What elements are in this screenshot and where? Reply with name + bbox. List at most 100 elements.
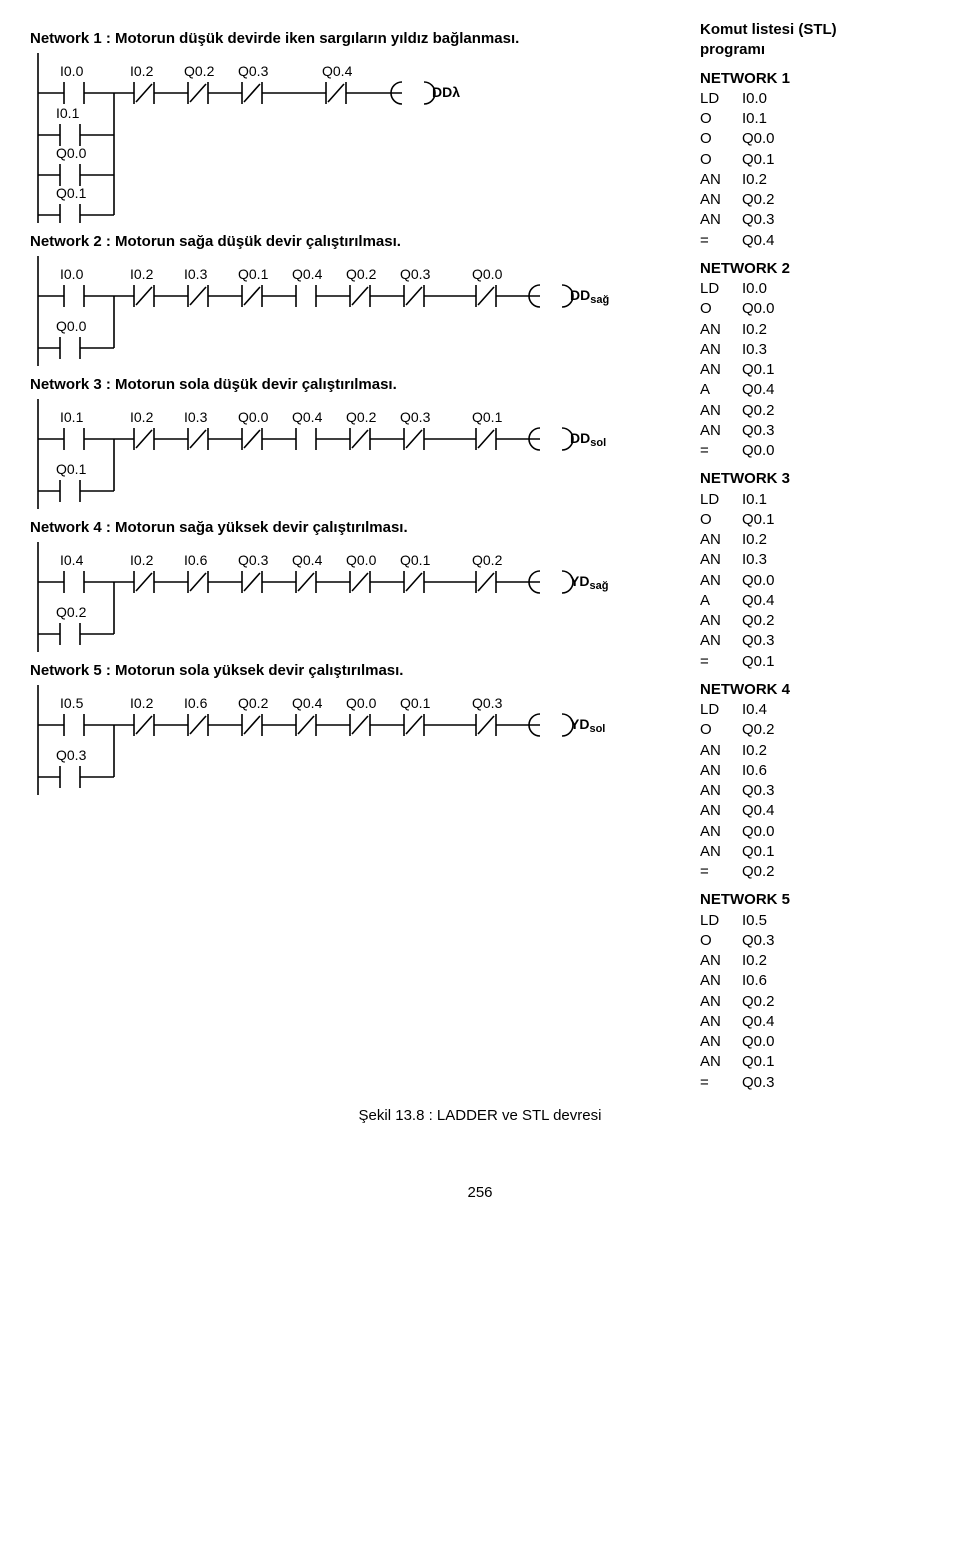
stl-arg: Q0.3 [742,931,775,951]
svg-text:Q0.0: Q0.0 [238,409,269,425]
stl-row: ANI0.2 [700,170,880,190]
svg-text:Q0.1: Q0.1 [472,409,503,425]
stl-arg: Q0.2 [742,190,775,210]
ladder-diagram: I0.0I0.2Q0.2Q0.3Q0.4DDλI0.1Q0.0Q0.1 [30,53,610,223]
stl-row: ANI0.3 [700,340,880,360]
figure-caption: Şekil 13.8 : LADDER ve STL devresi [30,1107,930,1124]
stl-row: ANQ0.3 [700,781,880,801]
stl-op: AN [700,401,742,421]
stl-row: LDI0.5 [700,911,880,931]
stl-row: OQ0.1 [700,150,880,170]
stl-arg: I0.2 [742,170,767,190]
stl-op: LD [700,700,742,720]
stl-op: AN [700,781,742,801]
svg-text:Q0.0: Q0.0 [472,266,503,282]
stl-op: = [700,1073,742,1093]
stl-op: AN [700,741,742,761]
svg-text:DDsol: DDsol [570,430,606,449]
svg-text:I0.1: I0.1 [60,409,84,425]
stl-op: AN [700,1052,742,1072]
svg-text:YDsol: YDsol [570,716,605,735]
stl-arg: Q0.1 [742,510,775,530]
stl-row: ANI0.2 [700,741,880,761]
svg-text:I0.5: I0.5 [60,695,84,711]
stl-op: AN [700,190,742,210]
stl-row: ANQ0.0 [700,822,880,842]
stl-op: AN [700,550,742,570]
stl-op: AN [700,210,742,230]
svg-text:I0.6: I0.6 [184,552,208,568]
stl-arg: Q0.3 [742,421,775,441]
stl-arg: I0.2 [742,320,767,340]
stl-arg: Q0.2 [742,611,775,631]
svg-text:Q0.0: Q0.0 [56,318,87,334]
stl-row: ANQ0.2 [700,401,880,421]
stl-row: AQ0.4 [700,380,880,400]
svg-text:Q0.2: Q0.2 [238,695,269,711]
stl-row: LDI0.1 [700,490,880,510]
stl-row: ANI0.6 [700,971,880,991]
stl-op: = [700,231,742,251]
stl-arg: Q0.4 [742,380,775,400]
stl-arg: Q0.2 [742,401,775,421]
stl-op: AN [700,971,742,991]
stl-arg: Q0.1 [742,360,775,380]
svg-text:Q0.1: Q0.1 [238,266,269,282]
stl-row: ANQ0.0 [700,1032,880,1052]
stl-op: O [700,720,742,740]
stl-arg: Q0.0 [742,299,775,319]
stl-network-title: NETWORK 2 [700,259,880,279]
stl-arg: Q0.3 [742,210,775,230]
stl-row: ANQ0.3 [700,631,880,651]
svg-text:Q0.3: Q0.3 [238,63,269,79]
stl-row: LDI0.4 [700,700,880,720]
stl-op: AN [700,842,742,862]
svg-text:Q0.4: Q0.4 [292,266,323,282]
svg-text:Q0.4: Q0.4 [292,552,323,568]
stl-row: ANQ0.2 [700,992,880,1012]
ladder-column: Network 1 : Motorun düşük devirde iken s… [30,20,630,1093]
svg-text:I0.1: I0.1 [56,105,80,121]
stl-arg: Q0.3 [742,781,775,801]
stl-column: Komut listesi (STL) programıNETWORK 1LDI… [700,20,880,1093]
svg-text:I0.0: I0.0 [60,63,84,79]
svg-text:I0.3: I0.3 [184,266,208,282]
stl-op: AN [700,1032,742,1052]
stl-row: ANI0.6 [700,761,880,781]
svg-text:Q0.2: Q0.2 [56,604,87,620]
stl-row: =Q0.2 [700,862,880,882]
stl-row: ANQ0.4 [700,801,880,821]
network-title: Network 4 : Motorun sağa yüksek devir ça… [30,519,630,536]
stl-arg: I0.5 [742,911,767,931]
svg-text:I0.3: I0.3 [184,409,208,425]
stl-row: ANQ0.1 [700,1052,880,1072]
stl-arg: Q0.4 [742,231,775,251]
stl-op: AN [700,951,742,971]
stl-op: AN [700,360,742,380]
stl-arg: Q0.4 [742,801,775,821]
stl-op: AN [700,170,742,190]
stl-network-title: NETWORK 3 [700,469,880,489]
svg-text:Q0.3: Q0.3 [56,747,87,763]
stl-op: O [700,299,742,319]
stl-arg: Q0.0 [742,1032,775,1052]
stl-row: ANQ0.3 [700,421,880,441]
stl-op: LD [700,89,742,109]
network-title: Network 2 : Motorun sağa düşük devir çal… [30,233,630,250]
main-columns: Network 1 : Motorun düşük devirde iken s… [30,20,930,1093]
stl-arg: I0.6 [742,761,767,781]
ladder-diagram: I0.1I0.2I0.3Q0.0Q0.4Q0.2Q0.3Q0.1DDsolQ0.… [30,399,610,509]
stl-op: AN [700,631,742,651]
stl-op: AN [700,320,742,340]
stl-arg: I0.3 [742,340,767,360]
svg-text:Q0.3: Q0.3 [400,266,431,282]
stl-op: LD [700,279,742,299]
network-title: Network 1 : Motorun düşük devirde iken s… [30,30,630,47]
stl-arg: Q0.0 [742,441,775,461]
stl-op: LD [700,490,742,510]
stl-op: AN [700,761,742,781]
svg-text:Q0.4: Q0.4 [292,695,323,711]
stl-op: AN [700,530,742,550]
svg-text:I0.2: I0.2 [130,695,154,711]
stl-arg: I0.3 [742,550,767,570]
